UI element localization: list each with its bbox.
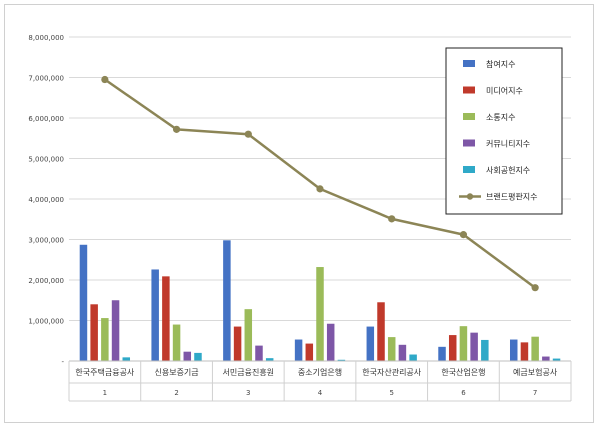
bars bbox=[79, 240, 561, 361]
y-tick-label: 7,000,000 bbox=[28, 75, 64, 83]
brand-index-line bbox=[101, 75, 539, 292]
bar bbox=[305, 343, 314, 361]
bar bbox=[233, 326, 242, 361]
y-axis-tick-labels: - 1,000,000 2,000,000 3,000,000 4,000,000 5,0… bbox=[28, 34, 64, 366]
line-point bbox=[316, 185, 324, 193]
bar bbox=[316, 267, 324, 361]
bar bbox=[531, 336, 539, 361]
x-category-number: 3 bbox=[246, 389, 250, 397]
x-category-label: 신용보증기금 bbox=[154, 368, 198, 377]
bar bbox=[377, 302, 385, 361]
y-tick-label: 5,000,000 bbox=[28, 156, 64, 164]
y-tick-label: 3,000,000 bbox=[28, 237, 64, 245]
bar bbox=[79, 244, 88, 361]
bar bbox=[438, 346, 446, 361]
bar bbox=[409, 354, 417, 361]
chart-frame: - 1,000,000 2,000,000 3,000,000 4,000,000 5,0… bbox=[4, 4, 594, 423]
y-tick-label: 6,000,000 bbox=[28, 115, 64, 123]
bar bbox=[542, 356, 550, 361]
y-tick-label: 8,000,000 bbox=[28, 34, 64, 42]
legend-swatch-marker bbox=[466, 193, 474, 200]
x-category-number: 6 bbox=[461, 389, 466, 397]
legend-swatch bbox=[463, 166, 475, 173]
y-tick-label: 1,000,000 bbox=[28, 318, 64, 326]
bar bbox=[481, 339, 489, 361]
bar bbox=[172, 324, 181, 361]
bar bbox=[520, 342, 529, 361]
legend-label: 소통지수 bbox=[486, 113, 515, 122]
line-point bbox=[244, 130, 252, 138]
line-point bbox=[531, 284, 539, 292]
bar bbox=[183, 351, 192, 361]
bar bbox=[111, 300, 120, 361]
bar bbox=[387, 337, 396, 361]
legend-swatch bbox=[463, 139, 475, 147]
x-category-label: 예금보험공사 bbox=[513, 367, 558, 377]
legend-swatch bbox=[463, 113, 475, 120]
x-category-label: 한국주택금융공사 bbox=[75, 367, 135, 377]
x-category-number: 1 bbox=[103, 389, 107, 397]
x-category-label: 중소기업은행 bbox=[298, 367, 342, 377]
y-tick-label: - bbox=[61, 358, 64, 366]
legend-label: 사회공헌지수 bbox=[486, 166, 530, 175]
x-category-number: 5 bbox=[389, 389, 393, 397]
y-tick-label: 2,000,000 bbox=[28, 277, 64, 285]
y-tick-label: 4,000,000 bbox=[28, 196, 64, 204]
bar bbox=[90, 304, 98, 361]
bar bbox=[366, 326, 375, 361]
line-point bbox=[388, 215, 396, 223]
x-axis: 한국주택금융공사 1 신용보증기금 2 서민금융진흥원 3 중소기업은행 4 한국자산관리공사 5… bbox=[68, 360, 572, 402]
bar bbox=[470, 332, 478, 361]
legend-swatch bbox=[463, 86, 475, 94]
legend-label: 커뮤니티지수 bbox=[486, 139, 530, 149]
bar bbox=[265, 358, 274, 361]
legend-label: 미디어지수 bbox=[486, 86, 523, 96]
bar bbox=[509, 339, 518, 361]
bar bbox=[337, 359, 346, 361]
x-category-number: 2 bbox=[174, 389, 178, 397]
bar bbox=[194, 352, 202, 361]
x-category-label: 한국산업은행 bbox=[441, 367, 485, 377]
bar bbox=[223, 240, 231, 361]
chart-canvas: - 1,000,000 2,000,000 3,000,000 4,000,000 5,0… bbox=[28, 34, 572, 402]
bar bbox=[122, 357, 131, 361]
bar bbox=[162, 276, 170, 361]
legend-label: 브랜드평판지수 bbox=[486, 192, 538, 202]
bar bbox=[244, 309, 253, 361]
bar bbox=[552, 358, 561, 361]
bar bbox=[101, 318, 109, 361]
x-category-label: 서민금융진흥원 bbox=[223, 367, 275, 377]
bar bbox=[398, 344, 407, 361]
line-point bbox=[459, 231, 468, 239]
line-point bbox=[101, 75, 109, 84]
bar bbox=[326, 323, 335, 361]
x-category-number: 4 bbox=[318, 389, 323, 397]
legend-box bbox=[445, 47, 563, 215]
x-category-number: 7 bbox=[533, 389, 537, 397]
bar bbox=[294, 339, 303, 361]
bar bbox=[448, 335, 457, 361]
line-point bbox=[172, 125, 181, 133]
bar bbox=[459, 326, 468, 361]
legend-label: 참여지수 bbox=[486, 59, 515, 69]
bar bbox=[151, 269, 159, 361]
legend-swatch bbox=[463, 60, 475, 67]
x-category-label: 한국자산관리공사 bbox=[362, 367, 422, 377]
bar bbox=[255, 345, 263, 361]
